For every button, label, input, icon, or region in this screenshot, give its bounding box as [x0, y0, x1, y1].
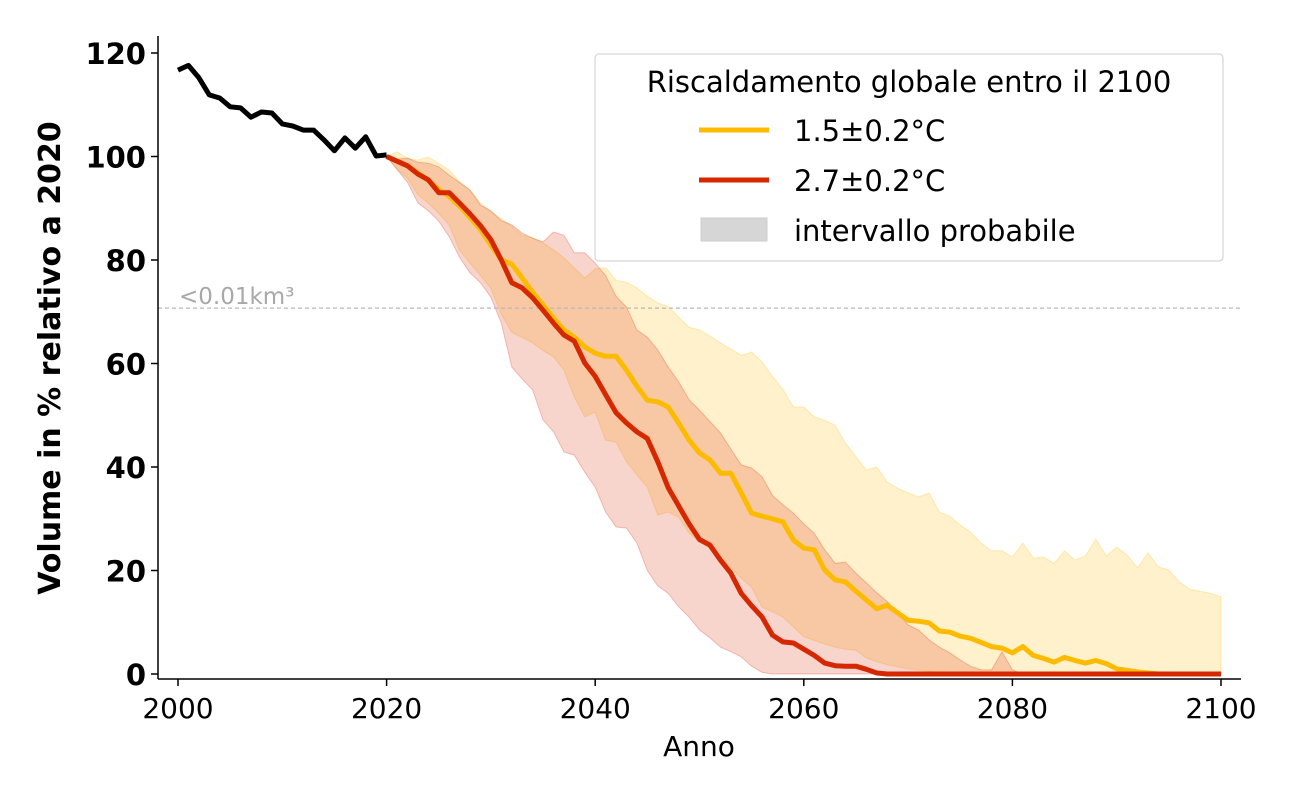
band-1-5-0-2-C: [385, 151, 1222, 675]
y-tick-label: 80: [106, 244, 146, 278]
y-axis-label: Volume in % relativo a 2020: [33, 121, 68, 595]
x-tick-label: 2040: [560, 692, 631, 725]
y-ticks: 0 20 40 60 80 100 120: [85, 37, 158, 692]
series-line-2-7-0-2-C: [385, 154, 1221, 677]
x-ticks: 2000 2020 2040 2060 2080 2100: [142, 679, 1257, 725]
threshold-label: <0.01km³: [179, 284, 294, 310]
legend-frame: [594, 53, 1224, 262]
legend-label-1-5: 1.5±0.2°C: [794, 114, 945, 148]
band-2-7-0-2-C: [385, 155, 1221, 675]
historical-line: [176, 62, 387, 159]
legend-label-range: intervallo probabile: [794, 214, 1076, 248]
y-tick-label: 20: [106, 555, 146, 589]
x-axis-label: Anno: [663, 730, 735, 763]
y-tick-label: 100: [85, 141, 146, 175]
legend-swatch-range: [700, 217, 768, 242]
y-tick-label: 60: [106, 348, 146, 382]
y-tick-label: 120: [85, 37, 146, 71]
series-line-1-5-0-2-C: [385, 154, 1221, 677]
legend-title: Riscaldamento globale entro il 2100: [647, 65, 1172, 99]
y-tick-label: 40: [106, 451, 146, 485]
x-tick-label: 2000: [142, 692, 213, 725]
x-tick-label: 2100: [1185, 692, 1256, 725]
bands-layer: [385, 151, 1222, 675]
x-tick-label: 2060: [768, 692, 839, 725]
x-tick-label: 2020: [351, 692, 422, 725]
y-tick-label: 0: [126, 658, 146, 692]
legend: Riscaldamento globale entro il 2100 1.5±…: [594, 53, 1224, 262]
axes: [157, 36, 1241, 680]
legend-label-2-7: 2.7±0.2°C: [794, 164, 945, 198]
x-tick-label: 2080: [977, 692, 1048, 725]
lines-layer: [176, 62, 1221, 677]
